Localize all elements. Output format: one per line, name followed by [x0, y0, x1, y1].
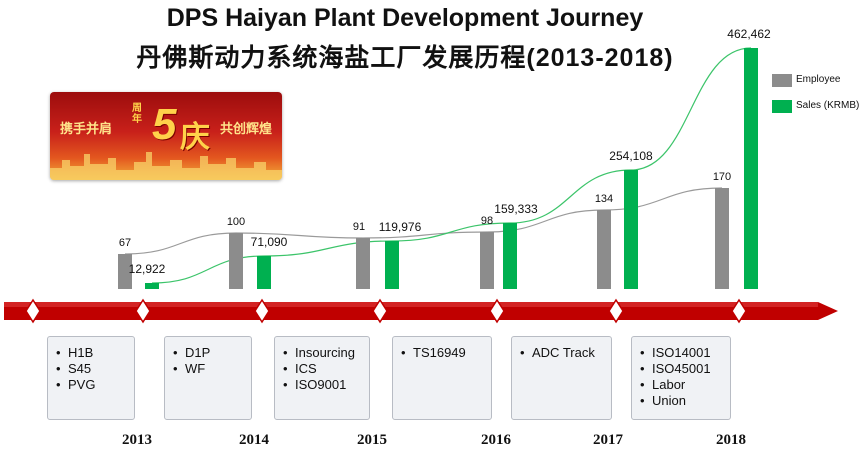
bar-sales-2015: [385, 241, 399, 289]
timeline-marker: [489, 298, 505, 324]
banner-character: 庆: [180, 121, 210, 154]
year-label-2016: 2016: [481, 432, 511, 448]
chart-subtitle: 丹佛斯动力系统海盐工厂发展历程(2013-2018): [136, 44, 674, 72]
bar-employee-2017: [597, 210, 611, 289]
milestone-box-2015: InsourcingICSISO9001: [274, 336, 370, 420]
bar-sales-2018: [744, 48, 758, 289]
bar-employee-2016: [480, 232, 494, 289]
data-label-sales-2018: 462,462: [727, 27, 771, 41]
timeline-marker: [135, 298, 151, 324]
milestone-item: Union: [640, 393, 730, 409]
timeline-highlight: [4, 302, 818, 307]
timeline-marker: [731, 298, 747, 324]
milestone-item: ISO45001: [640, 361, 730, 377]
legend-label-sales: Sales (KRMB): [796, 100, 860, 111]
milestone-box-2013: H1BS45PVG: [47, 336, 135, 420]
bar-employee-2013: [118, 254, 132, 289]
bar-sales-2017: [624, 170, 638, 289]
bar-sales-2013: [145, 283, 159, 289]
data-label-sales-2017: 254,108: [609, 149, 653, 163]
data-label-sales-2013: 12,922: [129, 262, 166, 276]
legend-swatch-employee: [772, 74, 792, 87]
milestone-item: ISO9001: [283, 377, 369, 393]
milestone-item: Labor: [640, 377, 730, 393]
year-label-2013: 2013: [122, 432, 152, 448]
bar-sales-2014: [257, 256, 271, 289]
timeline-marker: [372, 298, 388, 324]
data-label-sales-2015: 119,976: [379, 220, 422, 234]
year-label-2014: 2014: [239, 432, 269, 448]
employee-trend-line: [124, 187, 723, 255]
bar-employee-2014: [229, 233, 243, 289]
year-label-2015: 2015: [357, 432, 387, 448]
banner-slogan-left: 携手并肩: [60, 121, 113, 136]
milestone-item: S45: [56, 361, 134, 377]
data-label-employee-2016: 98: [481, 215, 493, 227]
data-label-employee-2017: 134: [595, 193, 613, 205]
year-label-2017: 2017: [593, 432, 623, 448]
milestone-box-2016: TS16949: [392, 336, 492, 420]
data-label-employee-2015: 91: [353, 221, 365, 233]
data-label-employee-2014: 100: [227, 216, 245, 228]
milestone-box-2014: D1PWF: [164, 336, 252, 420]
milestone-item: ADC Track: [520, 345, 611, 361]
skyline-graphic: [50, 152, 282, 180]
milestone-item: TS16949: [401, 345, 491, 361]
milestone-item: WF: [173, 361, 251, 377]
milestone-item: ISO14001: [640, 345, 730, 361]
chart-title: DPS Haiyan Plant Development Journey: [166, 4, 644, 32]
legend-swatch-sales: [772, 100, 792, 113]
data-label-employee-2013: 67: [119, 237, 131, 249]
milestone-box-2018: ISO14001ISO45001LaborUnion: [631, 336, 731, 420]
data-label-sales-2014: 71,090: [251, 235, 288, 249]
milestone-item: D1P: [173, 345, 251, 361]
data-label-sales-2016: 159,333: [494, 202, 538, 216]
legend-label-employee: Employee: [796, 74, 841, 85]
timeline-marker: [25, 298, 41, 324]
bar-employee-2015: [356, 238, 370, 289]
milestone-item: PVG: [56, 377, 134, 393]
timeline-marker: [608, 298, 624, 324]
anniversary-banner: 携手并肩 5 周年 庆 共创辉煌: [50, 92, 282, 180]
milestone-item: ICS: [283, 361, 369, 377]
banner-number: 5: [152, 100, 177, 149]
milestone-item: H1B: [56, 345, 134, 361]
milestone-item: Insourcing: [283, 345, 369, 361]
data-label-employee-2018: 170: [713, 171, 731, 183]
banner-slogan-right: 共创辉煌: [220, 121, 273, 136]
banner-small-text: 周年: [132, 103, 142, 125]
timeline-marker: [254, 298, 270, 324]
year-label-2018: 2018: [716, 432, 746, 448]
milestone-box-2017: ADC Track: [511, 336, 612, 420]
bar-sales-2016: [503, 223, 517, 289]
bar-employee-2018: [715, 188, 729, 289]
